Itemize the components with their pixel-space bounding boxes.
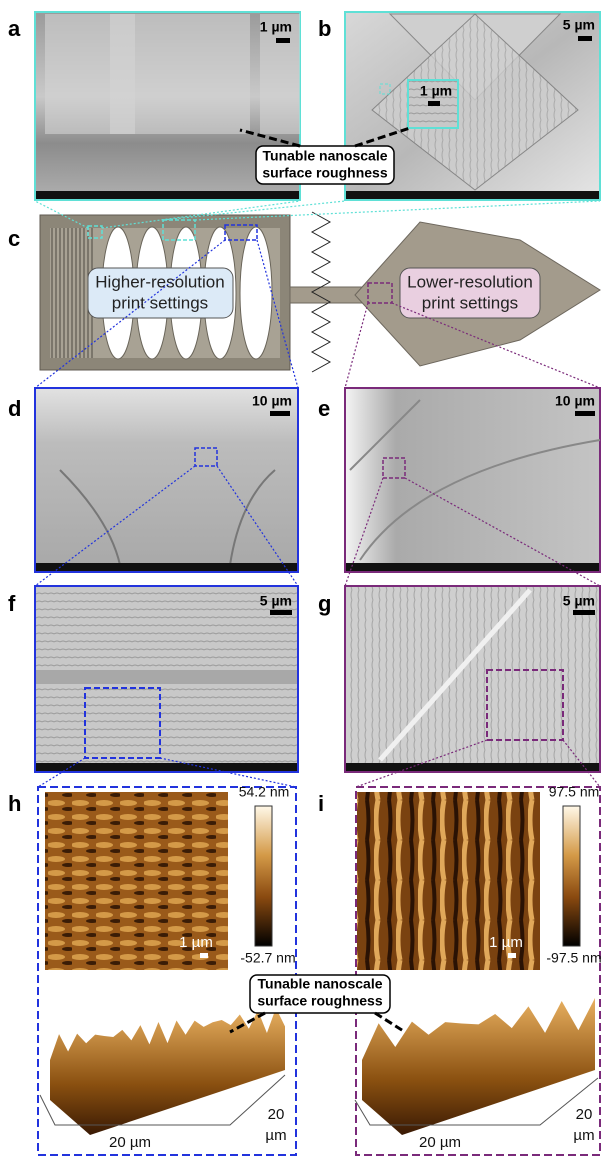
sem-image (345, 586, 600, 772)
box-text: print settings (112, 293, 208, 312)
colorbar-max: 97.5 nm (549, 784, 600, 800)
info-bar (346, 763, 599, 771)
callout-text: surface roughness (257, 993, 382, 1009)
axis-label: µm (265, 1127, 286, 1144)
colorbar (255, 806, 272, 946)
panel-label: c (8, 226, 20, 251)
zoom-line (345, 303, 368, 388)
box-text: Lower-resolution (407, 272, 533, 291)
box-text: Higher-resolution (95, 272, 224, 291)
scale-bar (573, 610, 595, 615)
scale-bar (200, 953, 208, 958)
figure: a b c d e f g h i 1 µm 5 µm 1 µm 10 µm 1… (0, 0, 604, 1157)
callout-text: surface roughness (262, 165, 387, 181)
scale-bar-label: 1 µm (420, 83, 452, 99)
scale-bar-label: 1 µm (179, 934, 213, 951)
scale-bar (578, 36, 592, 41)
scale-bar-label: 5 µm (563, 593, 595, 609)
axis-label: 20 (268, 1106, 285, 1123)
callout-text: Tunable nanoscale (263, 148, 388, 164)
callout-text: Tunable nanoscale (258, 976, 383, 992)
sem-image (345, 388, 600, 572)
scale-bar-label: 5 µm (260, 593, 292, 609)
sem-image (35, 388, 298, 572)
scale-bar-label: 5 µm (563, 17, 595, 33)
surface-3d (50, 1008, 285, 1135)
panel-label: a (8, 16, 21, 41)
panel-label: i (318, 791, 324, 816)
panel-label: d (8, 396, 21, 421)
panel-label: g (318, 591, 331, 616)
info-bar (346, 191, 599, 199)
panel-label: h (8, 791, 21, 816)
seam (36, 670, 297, 684)
axis-label: 20 µm (419, 1134, 461, 1151)
scale-bar (428, 101, 440, 106)
box-text: print settings (422, 293, 518, 312)
scale-bar (575, 411, 595, 416)
colorbar-min: -52.7 nm (240, 950, 295, 966)
info-bar (36, 563, 297, 571)
colorbar (563, 806, 580, 946)
scale-bar (508, 953, 516, 958)
colorbar-max: 54.2 nm (239, 784, 290, 800)
scale-bar (270, 610, 292, 615)
axis-label: 20 (576, 1106, 593, 1123)
scale-bar-label: 1 µm (260, 19, 292, 35)
surface-3d (362, 998, 595, 1135)
scale-bar (270, 411, 290, 416)
axis-label: 20 µm (109, 1134, 151, 1151)
pillar (110, 14, 250, 134)
lens-hole (240, 227, 272, 359)
axis-label: µm (573, 1127, 594, 1144)
scale-bar-label: 1 µm (489, 934, 523, 951)
colorbar-min: -97.5 nm (546, 950, 601, 966)
info-bar (36, 191, 299, 199)
scale-bar-label: 10 µm (252, 393, 292, 409)
panel-label: e (318, 396, 330, 421)
panel-label: f (8, 591, 16, 616)
scale-bar-label: 10 µm (555, 393, 595, 409)
scale-bar (276, 38, 290, 43)
info-bar (36, 763, 297, 771)
info-bar (346, 563, 599, 571)
panel-label: b (318, 16, 331, 41)
